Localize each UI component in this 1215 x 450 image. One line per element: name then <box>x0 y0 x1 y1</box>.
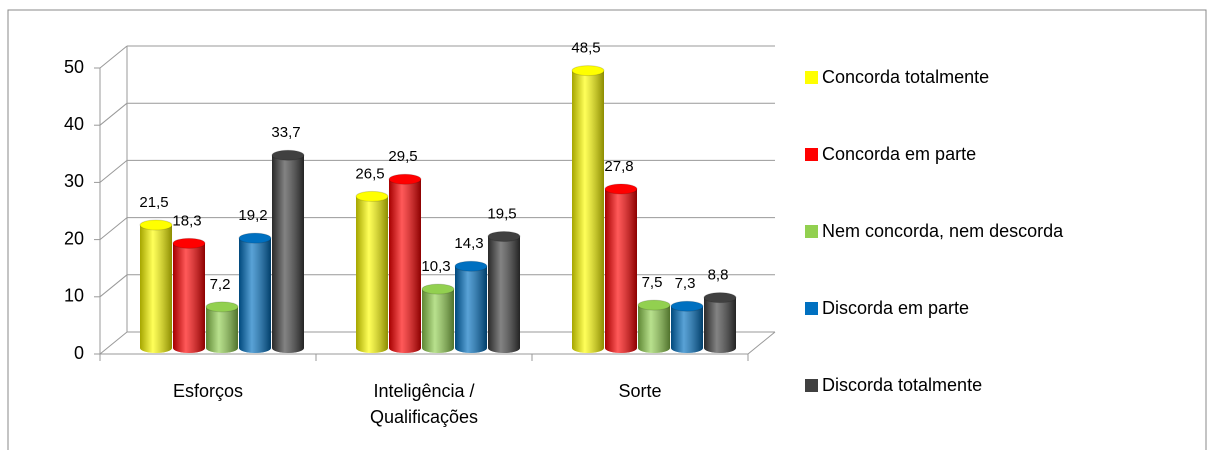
grid-line <box>99 102 128 126</box>
x-tick-label: Inteligência / Qualificações <box>369 381 479 427</box>
data-label: 29,5 <box>388 148 417 165</box>
legend-label: Nem concorda, nem descorda <box>822 221 1064 241</box>
bar-shade <box>455 266 487 348</box>
legend-label: Discorda em parte <box>822 298 969 318</box>
bar-shade <box>356 196 388 348</box>
legend-swatch <box>805 302 818 315</box>
bar-shade <box>488 236 520 348</box>
bar-shade <box>389 179 421 348</box>
data-label: 33,7 <box>271 124 300 141</box>
y-tick-label: 10 <box>64 286 84 306</box>
bar-shade <box>605 188 637 348</box>
x-tick-label: Sorte <box>618 381 662 401</box>
data-label: 48,5 <box>571 40 600 57</box>
bar-shade <box>671 306 703 348</box>
grid-line <box>99 45 128 69</box>
x-tick-label: Esforços <box>172 381 244 401</box>
bar-top <box>604 183 638 195</box>
bar-top <box>703 292 737 304</box>
bar-shade <box>239 238 271 348</box>
legend-swatch <box>805 148 818 161</box>
legend-swatch <box>805 71 818 84</box>
data-label: 7,3 <box>675 275 696 292</box>
legend-label: Concorda em parte <box>822 144 976 164</box>
data-label: 18,3 <box>172 212 201 229</box>
bar-shade <box>422 289 454 348</box>
bar-top <box>271 149 305 161</box>
bar-top <box>454 260 488 272</box>
bar-shade <box>638 305 670 348</box>
data-label: 10,3 <box>421 258 450 275</box>
chart-border <box>7 9 1207 450</box>
bar-top <box>637 299 671 311</box>
grid-line <box>99 274 128 298</box>
legend-label: Discorda totalmente <box>822 375 982 395</box>
data-label: 7,2 <box>210 276 231 293</box>
data-label: 19,2 <box>238 207 267 224</box>
bar-top <box>205 301 239 313</box>
bar-shade <box>140 225 172 348</box>
bar-top <box>421 283 455 295</box>
data-label: 14,3 <box>454 235 483 252</box>
bar-top <box>355 190 389 202</box>
bar-top <box>487 230 521 242</box>
data-label: 19,5 <box>487 205 516 222</box>
data-label: 27,8 <box>604 158 633 175</box>
y-tick-label: 50 <box>64 57 84 77</box>
bar-top <box>388 173 422 185</box>
bar-shade <box>704 297 736 348</box>
y-tick-label: 40 <box>64 114 84 134</box>
bar-top <box>670 300 704 312</box>
y-tick-label: 20 <box>64 228 84 248</box>
bar-shade <box>173 243 205 348</box>
grid-line <box>99 331 128 355</box>
grid-line <box>99 217 128 240</box>
bar-shade <box>572 70 604 348</box>
bar-top <box>238 232 272 244</box>
legend-swatch <box>805 379 818 392</box>
data-label: 21,5 <box>139 194 168 211</box>
legend-swatch <box>805 225 818 238</box>
legend-label: Concorda totalmente <box>822 67 989 87</box>
y-tick-label: 30 <box>64 171 84 191</box>
bar-top <box>139 219 173 231</box>
data-label: 8,8 <box>708 267 729 284</box>
bar-shade <box>272 155 304 348</box>
floor-edge <box>747 331 776 355</box>
bar-top <box>571 65 605 77</box>
y-tick-label: 0 <box>74 343 84 363</box>
grid-line <box>99 160 128 183</box>
bar-shade <box>206 306 238 348</box>
data-label: 26,5 <box>355 165 384 182</box>
data-label: 7,5 <box>642 274 663 291</box>
bar-top <box>172 237 206 249</box>
